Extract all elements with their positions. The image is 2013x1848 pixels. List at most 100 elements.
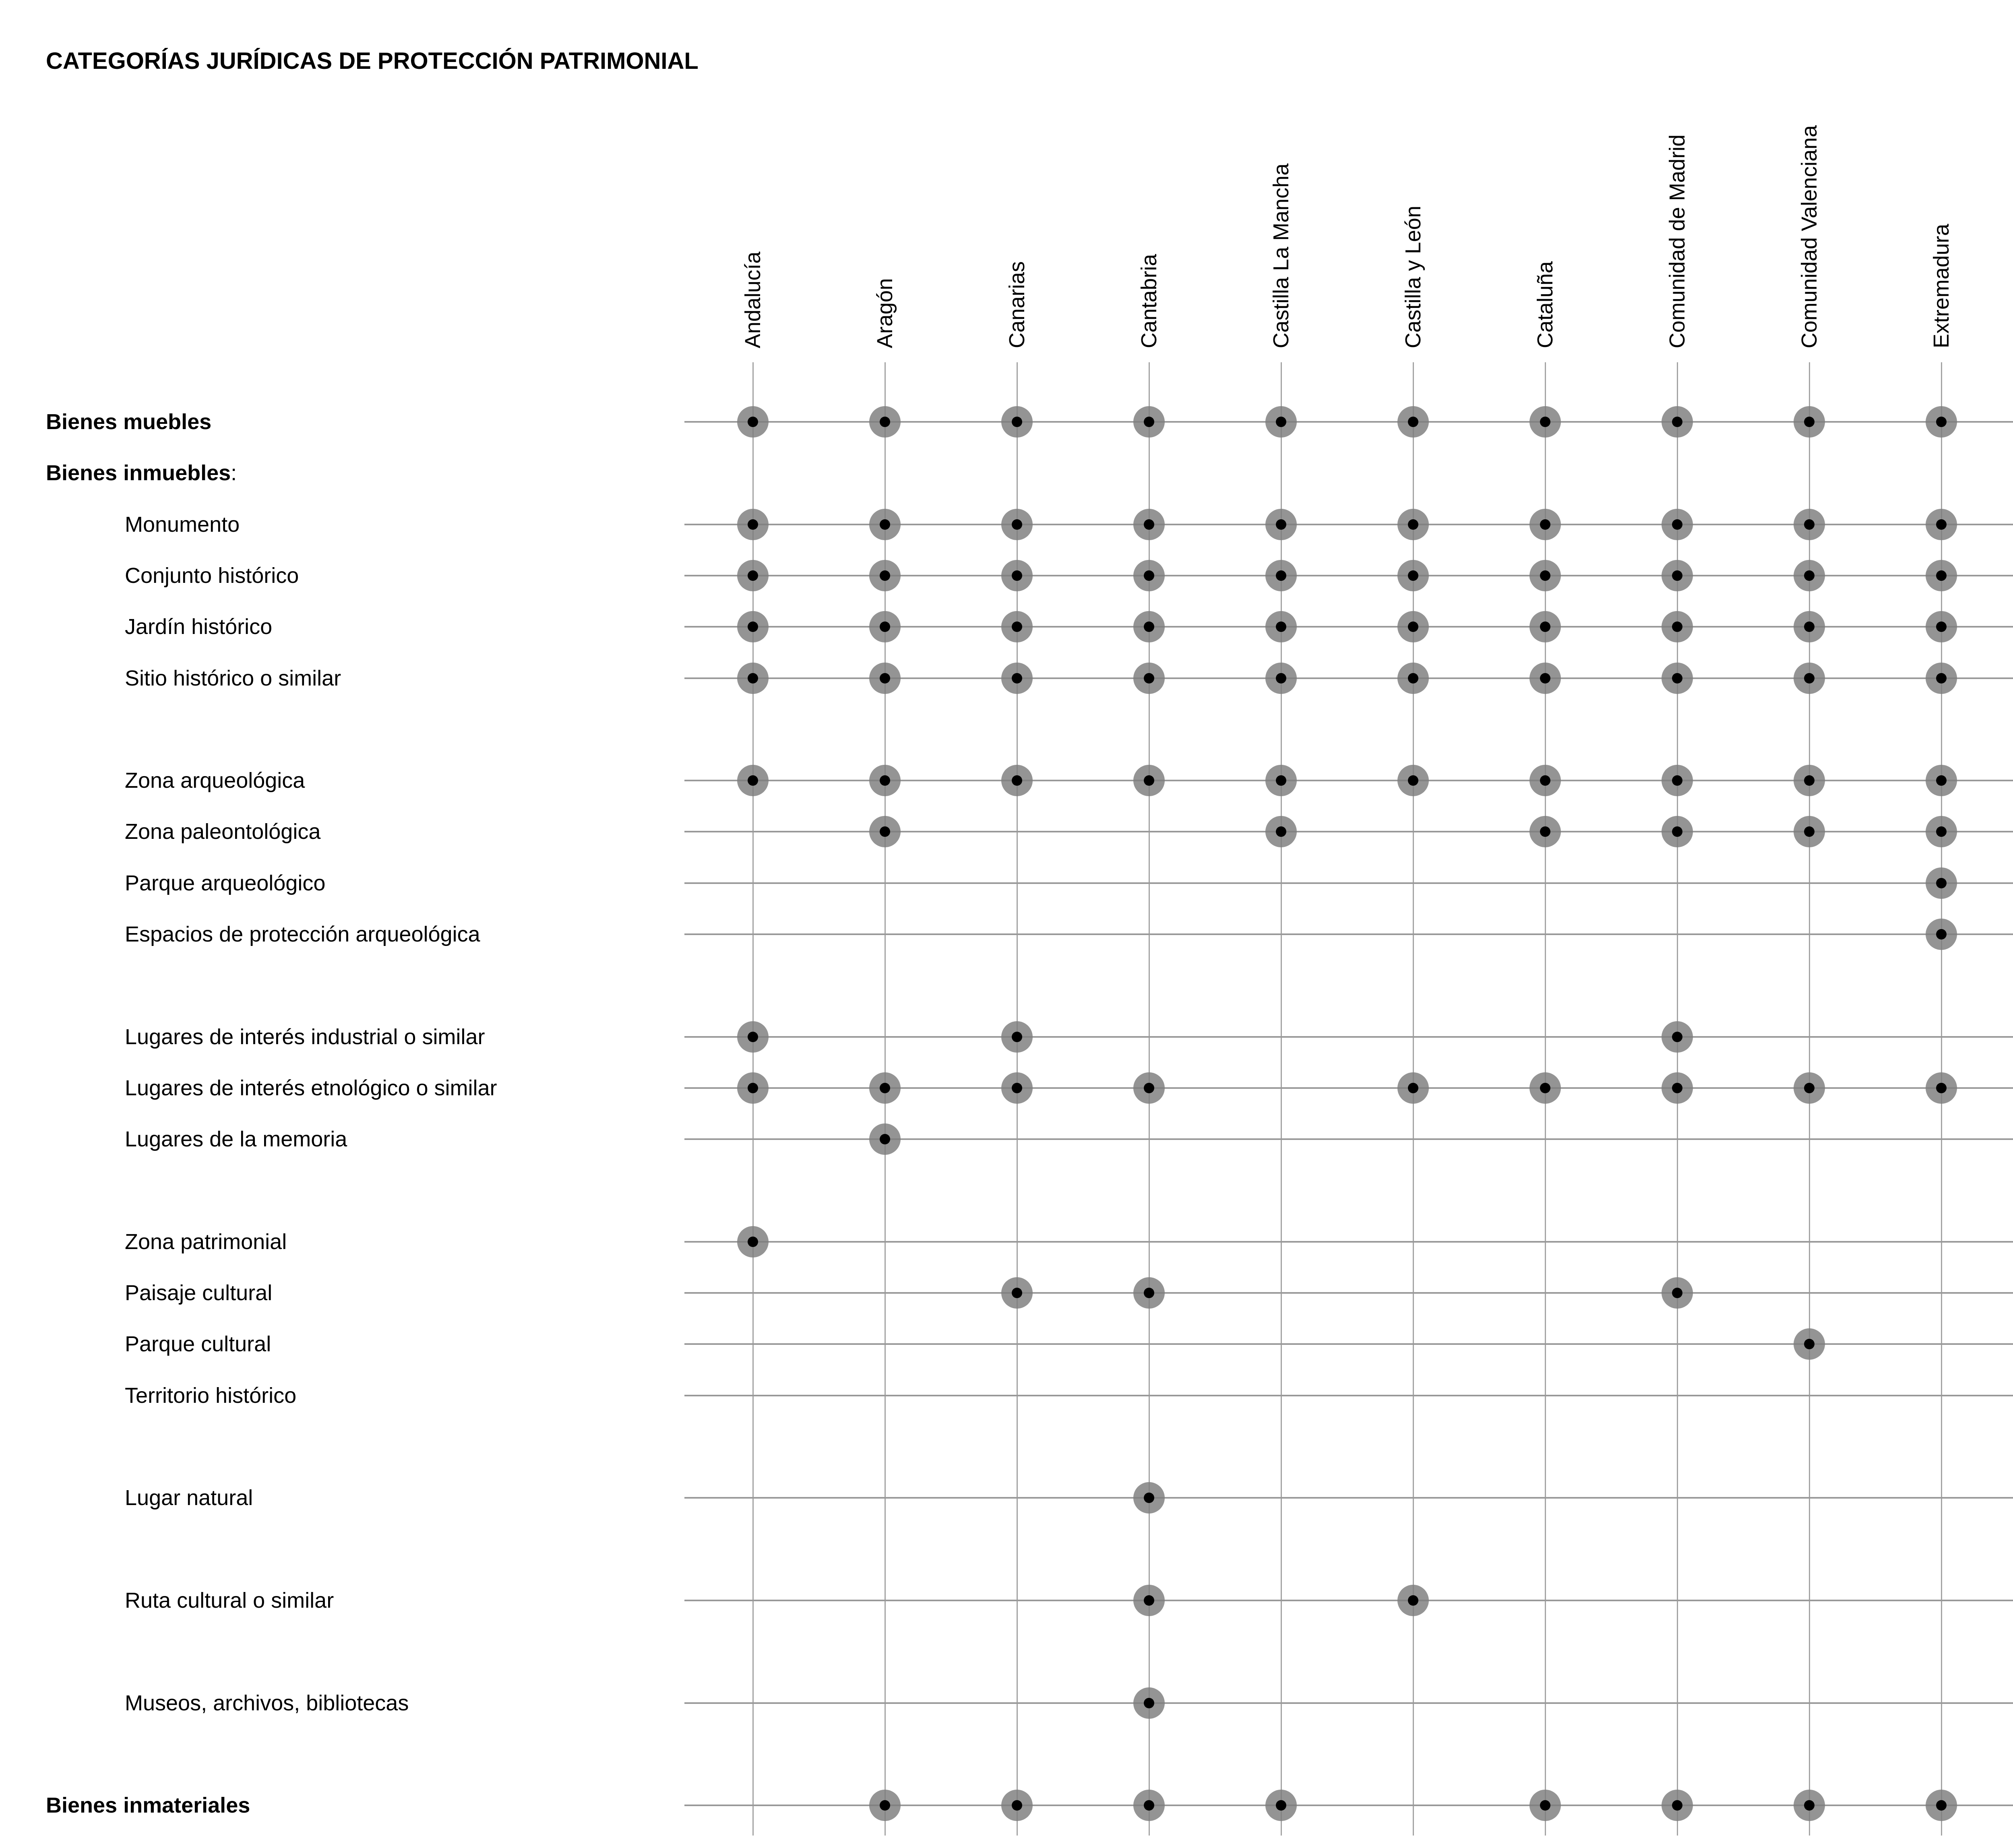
data-dot-center xyxy=(748,519,758,530)
data-dot xyxy=(1001,1277,1033,1309)
grid-line-h xyxy=(684,1036,2013,1038)
row-label: Parque cultural xyxy=(125,1332,271,1357)
data-dot xyxy=(1133,1277,1165,1309)
data-dot xyxy=(1397,560,1429,591)
grid-line-h xyxy=(684,780,2013,782)
row-label-text: Conjunto histórico xyxy=(125,563,299,588)
data-dot xyxy=(737,1072,769,1104)
data-dot-center xyxy=(1540,519,1550,530)
data-dot-center xyxy=(1144,1082,1154,1093)
data-dot xyxy=(869,1072,901,1104)
data-dot xyxy=(1794,1072,1825,1104)
row-label-text: Lugar natural xyxy=(125,1486,253,1510)
data-dot-center xyxy=(1012,1800,1022,1811)
data-dot xyxy=(1926,662,1957,694)
data-dot-center xyxy=(1012,519,1022,530)
data-dot xyxy=(737,508,769,540)
data-dot-center xyxy=(748,775,758,786)
data-dot-center xyxy=(1012,1031,1022,1042)
column-header: Aragón xyxy=(873,278,897,348)
column-header: Comunidad Valenciana xyxy=(1797,125,1821,348)
row-label: Ruta cultural o similar xyxy=(125,1588,334,1613)
row-label: Bienes inmateriales xyxy=(46,1793,250,1818)
data-dot-center xyxy=(1540,673,1550,683)
column-header: Extremadura xyxy=(1929,223,1953,348)
data-dot xyxy=(869,816,901,848)
data-dot xyxy=(869,1790,901,1821)
data-dot xyxy=(1133,1072,1165,1104)
data-dot xyxy=(1662,816,1693,848)
grid-line-h xyxy=(684,626,2013,628)
data-dot xyxy=(1397,406,1429,438)
data-dot-center xyxy=(880,417,890,427)
data-dot xyxy=(1397,508,1429,540)
grid-line-h xyxy=(684,1497,2013,1499)
row-label-text: Museos, archivos, bibliotecas xyxy=(125,1691,409,1715)
data-dot xyxy=(869,662,901,694)
data-dot xyxy=(1529,662,1561,694)
data-dot xyxy=(737,1021,769,1053)
data-dot-center xyxy=(1276,775,1286,786)
data-dot xyxy=(1133,765,1165,797)
row-label: Lugares de interés industrial o similar xyxy=(125,1024,485,1049)
data-dot-center xyxy=(1408,1082,1418,1093)
data-dot xyxy=(869,560,901,591)
row-label: Museos, archivos, bibliotecas xyxy=(125,1691,409,1716)
data-dot xyxy=(1265,1790,1297,1821)
data-dot xyxy=(1265,508,1297,540)
data-dot xyxy=(1926,919,1957,950)
data-dot-center xyxy=(1276,826,1286,837)
data-dot-center xyxy=(1012,417,1022,427)
data-dot-center xyxy=(1012,673,1022,683)
grid-line-h xyxy=(684,1138,2013,1140)
data-dot-center xyxy=(1540,826,1550,837)
data-dot xyxy=(1662,765,1693,797)
row-label: Zona patrimonial xyxy=(125,1229,287,1254)
data-dot-center xyxy=(1144,519,1154,530)
data-dot-center xyxy=(1276,519,1286,530)
data-dot-center xyxy=(1144,570,1154,581)
row-label: Bienes muebles xyxy=(46,409,211,434)
data-dot-center xyxy=(1804,673,1815,683)
data-dot xyxy=(869,508,901,540)
data-dot-center xyxy=(1804,826,1815,837)
data-dot xyxy=(1529,816,1561,848)
data-dot-center xyxy=(1936,1082,1947,1093)
grid-line-h xyxy=(684,523,2013,525)
grid-line-h xyxy=(684,1394,2013,1396)
data-dot-center xyxy=(1012,622,1022,632)
column-header: Cantabria xyxy=(1137,254,1161,348)
data-dot-center xyxy=(1936,570,1947,581)
row-label-text: Parque arqueológico xyxy=(125,871,326,895)
data-dot-center xyxy=(1276,417,1286,427)
data-dot xyxy=(1529,560,1561,591)
column-header: Cataluña xyxy=(1533,261,1557,348)
data-dot xyxy=(1265,560,1297,591)
data-dot xyxy=(737,1226,769,1257)
data-dot-center xyxy=(1936,622,1947,632)
row-label-text: Ruta cultural o similar xyxy=(125,1588,334,1613)
row-label: Bienes inmuebles: xyxy=(46,460,237,485)
data-dot xyxy=(1529,611,1561,643)
row-label-text: Paisaje cultural xyxy=(125,1281,273,1305)
data-dot xyxy=(869,1123,901,1155)
column-header: Canarias xyxy=(1005,261,1029,348)
data-dot-center xyxy=(880,1082,890,1093)
data-dot-center xyxy=(1012,570,1022,581)
row-label-text: Lugares de interés industrial o similar xyxy=(125,1024,485,1049)
data-dot xyxy=(869,611,901,643)
grid-line-h xyxy=(684,933,2013,935)
data-dot xyxy=(1794,611,1825,643)
data-dot xyxy=(1662,1072,1693,1104)
data-dot-center xyxy=(880,673,890,683)
data-dot-center xyxy=(1672,417,1682,427)
data-dot xyxy=(1133,560,1165,591)
data-dot-center xyxy=(1408,1595,1418,1606)
data-dot xyxy=(1001,662,1033,694)
row-label-text: Jardín histórico xyxy=(125,615,273,639)
data-dot xyxy=(1397,1072,1429,1104)
row-label-text: Zona arqueológica xyxy=(125,768,305,793)
data-dot xyxy=(1926,406,1957,438)
data-dot xyxy=(1926,867,1957,899)
data-dot-center xyxy=(1804,519,1815,530)
